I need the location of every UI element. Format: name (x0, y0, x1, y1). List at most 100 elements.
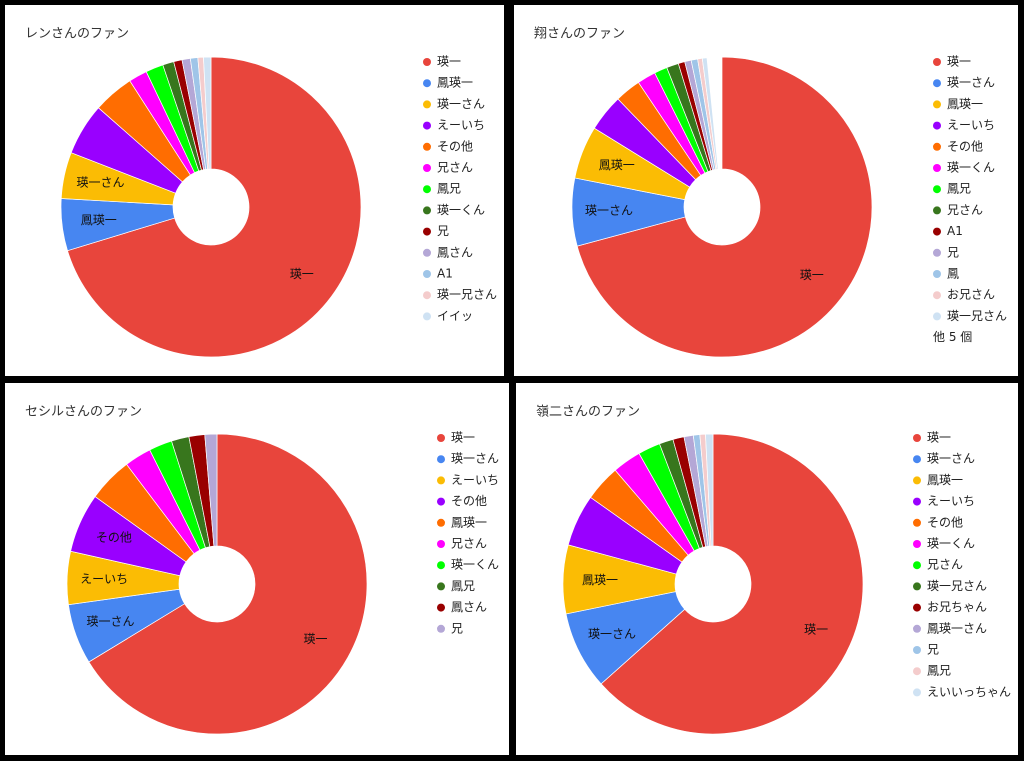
legend-label: 瑛一さん (947, 76, 995, 90)
legend-label: 瑛一兄さん (437, 288, 497, 302)
slice-label: 鳳瑛一 (582, 573, 618, 587)
legend-swatch (933, 121, 941, 130)
legend-swatch (913, 582, 921, 591)
slice (701, 57, 719, 170)
legend-label: 瑛一さん (927, 452, 975, 466)
legend-label: 鳳さん (451, 600, 487, 614)
chart-panel: レンさんのファン瑛一鳳瑛一瑛一さん瑛一鳳瑛一瑛一さんえーいちその他兄さん鳳兄瑛一… (5, 5, 504, 376)
legend-label: その他 (437, 139, 473, 153)
legend-swatch (423, 164, 431, 172)
legend-label: えーいち (927, 494, 975, 508)
legend-swatch (933, 206, 941, 215)
legend-swatch (933, 248, 941, 257)
slice-label: その他 (96, 530, 132, 544)
slice (600, 433, 864, 735)
chart-panel: 翔さんのファン瑛一瑛一さん鳳瑛一瑛一瑛一さん鳳瑛一えーいちその他瑛一くん鳳兄兄さ… (514, 5, 1018, 376)
legend-swatch (933, 312, 941, 321)
legend-label: えーいち (437, 118, 485, 132)
legend-label: えーいち (947, 118, 995, 132)
legend-swatch (913, 518, 921, 527)
legend-label: お兄ちゃん (927, 600, 987, 614)
legend-label: イイッ (437, 309, 473, 323)
legend-swatch (423, 121, 431, 130)
legend-label: お兄さん (947, 288, 995, 302)
legend-swatch (423, 248, 431, 257)
legend-swatch (423, 206, 431, 215)
legend-swatch (913, 497, 921, 506)
legend-label: A1 (437, 267, 453, 281)
legend-label: その他 (947, 139, 983, 153)
slice (203, 56, 212, 170)
legend-swatch (437, 540, 445, 548)
legend-swatch (913, 434, 921, 442)
legend-label: 鳳兄 (927, 664, 951, 678)
legend-swatch (913, 540, 921, 548)
legend-swatch (933, 185, 941, 194)
legend-label: 鳳瑛一さん (927, 621, 987, 635)
legend-swatch (913, 624, 921, 633)
legend-label: 兄 (437, 224, 449, 238)
legend-label: 兄さん (927, 558, 963, 572)
legend-swatch (423, 79, 431, 88)
legend-swatch (933, 291, 941, 300)
legend-swatch (933, 100, 941, 109)
legend-label: 鳳兄 (947, 182, 971, 196)
legend-swatch (913, 476, 921, 485)
legend-label: 鳳兄 (437, 182, 461, 196)
slice (705, 433, 714, 547)
legend-label: 鳳 (947, 267, 959, 281)
slice-label: 瑛一さん (588, 627, 636, 641)
legend-label: 瑛一 (947, 55, 971, 69)
chart-title: 翔さんのファン (534, 27, 625, 42)
chart-panel: セシルさんのファン瑛一瑛一さんえーいちその他瑛一瑛一さんえーいちその他鳳瑛一兄さ… (5, 383, 509, 755)
legend-label: 兄さん (437, 161, 473, 175)
chart-title: レンさんのファン (25, 27, 129, 42)
legend-label: 兄 (927, 643, 939, 657)
legend-label: 瑛一兄さん (947, 309, 1007, 323)
slice-label: 鳳瑛一 (599, 158, 635, 172)
legend-label: 鳳瑛一 (437, 76, 473, 90)
legend-more: 他 5 個 (933, 330, 972, 344)
legend-swatch (437, 455, 445, 464)
legend-swatch (933, 164, 941, 172)
legend-swatch (423, 270, 431, 278)
legend-label: 瑛一くん (927, 537, 975, 551)
legend-label: えーいち (451, 473, 499, 487)
legend-label: 瑛一くん (437, 203, 485, 217)
legend-swatch (437, 582, 445, 591)
legend-label: 兄 (947, 245, 959, 259)
legend-label: えいいっちゃん (927, 685, 1011, 699)
legend-label: 瑛一兄さん (927, 579, 987, 593)
chart-title: 嶺二さんのファン (536, 405, 640, 420)
slice-label: 瑛一さん (585, 203, 633, 217)
legend-swatch (423, 58, 431, 66)
slice-label: 鳳瑛一 (81, 213, 117, 227)
legend-swatch (423, 185, 431, 194)
legend-label: 鳳兄 (451, 579, 475, 593)
legend-label: 瑛一 (927, 431, 951, 445)
legend-label: 兄さん (947, 203, 983, 217)
legend-swatch (437, 624, 445, 633)
legend-swatch (913, 688, 921, 697)
legend-label: 鳳さん (437, 245, 473, 259)
legend-swatch (933, 79, 941, 88)
slice-label: 瑛一さん (87, 614, 135, 628)
legend-label: 瑛一くん (947, 161, 995, 175)
legend-swatch (437, 476, 445, 485)
legend-swatch (933, 58, 941, 66)
legend-swatch (913, 561, 921, 570)
legend-label: 兄さん (451, 537, 487, 551)
legend-swatch (913, 667, 921, 676)
legend-label: 瑛一くん (451, 558, 499, 572)
legend-swatch (437, 561, 445, 570)
legend-label: その他 (927, 515, 963, 529)
legend-label: 瑛一さん (437, 97, 485, 111)
legend-swatch (437, 434, 445, 442)
legend-swatch (423, 312, 431, 321)
legend-swatch (423, 291, 431, 300)
legend-swatch (437, 518, 445, 527)
legend-swatch (437, 497, 445, 506)
legend-swatch (913, 455, 921, 464)
legend-label: その他 (451, 494, 487, 508)
